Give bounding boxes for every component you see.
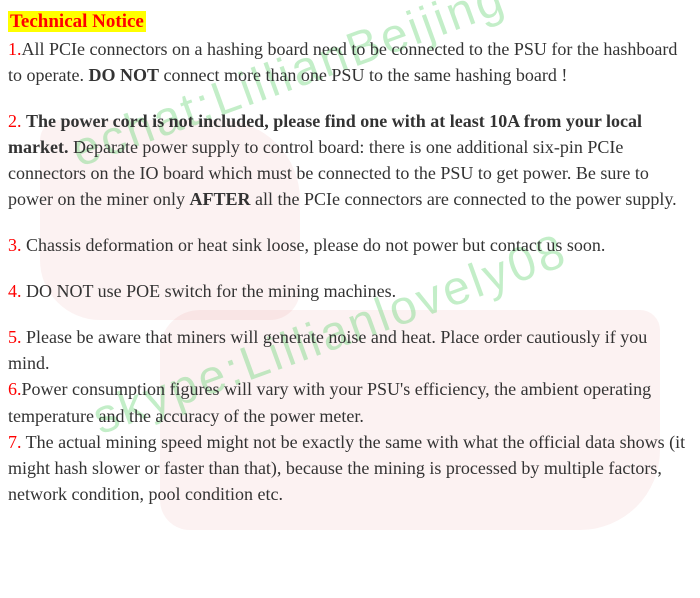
- item-number: 1.: [8, 39, 22, 59]
- spacer: [8, 212, 690, 232]
- item-text-bold: AFTER: [189, 189, 250, 209]
- item-text: all the PCIe connectors are connected to…: [250, 189, 676, 209]
- spacer: [8, 88, 690, 108]
- item-1: 1.All PCIe connectors on a hashing board…: [8, 36, 690, 88]
- document-body: Technical Notice 1.All PCIe connectors o…: [0, 0, 700, 515]
- item-number: 7.: [8, 432, 22, 452]
- item-text: Chassis deformation or heat sink loose, …: [22, 235, 606, 255]
- title-line: Technical Notice: [8, 8, 690, 36]
- spacer: [8, 304, 690, 324]
- item-number: 4.: [8, 281, 22, 301]
- item-text: Power consumption figures will vary with…: [8, 379, 651, 425]
- item-text: Please be aware that miners will generat…: [8, 327, 647, 373]
- item-text: DO NOT use POE switch for the mining mac…: [22, 281, 397, 301]
- page-title: Technical Notice: [8, 11, 146, 32]
- item-3: 3. Chassis deformation or heat sink loos…: [8, 232, 690, 258]
- item-2: 2. The power cord is not included, pleas…: [8, 108, 690, 212]
- item-number: 3.: [8, 235, 22, 255]
- item-text-bold: DO NOT: [88, 65, 159, 85]
- item-text: connect more than one PSU to the same ha…: [159, 65, 567, 85]
- item-6: 6.Power consumption figures will vary wi…: [8, 376, 690, 428]
- item-4: 4. DO NOT use POE switch for the mining …: [8, 278, 690, 304]
- spacer: [8, 258, 690, 278]
- item-5: 5. Please be aware that miners will gene…: [8, 324, 690, 376]
- item-number: 6.: [8, 379, 22, 399]
- item-number: 5.: [8, 327, 22, 347]
- item-number: 2.: [8, 111, 26, 131]
- item-text: The actual mining speed might not be exa…: [8, 432, 685, 504]
- item-7: 7. The actual mining speed might not be …: [8, 429, 690, 507]
